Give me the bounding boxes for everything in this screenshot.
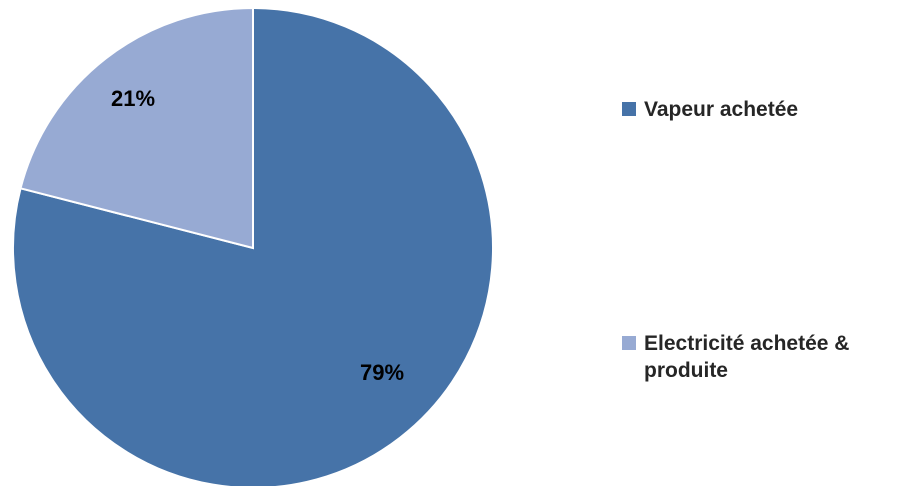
legend-item-electricite: Electricité achetée & produite (622, 330, 914, 384)
legend-label-electricite: Electricité achetée & produite (644, 332, 850, 382)
pie-slice-vapeur (12, 6, 494, 486)
pie-labels: 79% 21% (111, 86, 404, 385)
legend-swatch-electricite (622, 336, 636, 350)
pie-slices (12, 6, 494, 486)
pie-label-electricite: 21% (111, 86, 155, 111)
pie-slice-electricite (19, 6, 254, 250)
pie-label-vapeur: 79% (360, 360, 404, 385)
legend-swatch-vapeur (622, 102, 636, 116)
legend: Vapeur achetée Electricité achetée & pro… (622, 0, 922, 486)
legend-item-vapeur: Vapeur achetée (622, 96, 914, 123)
legend-label-vapeur: Vapeur achetée (644, 98, 799, 121)
